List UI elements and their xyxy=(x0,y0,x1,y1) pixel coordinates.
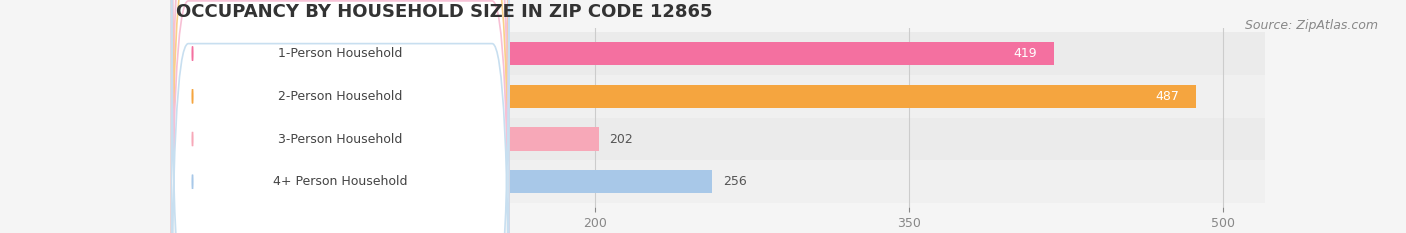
Bar xyxy=(176,42,1053,65)
Bar xyxy=(176,127,599,151)
Text: 202: 202 xyxy=(610,133,633,146)
Text: 487: 487 xyxy=(1156,90,1180,103)
Text: Source: ZipAtlas.com: Source: ZipAtlas.com xyxy=(1244,19,1378,32)
Text: 3-Person Household: 3-Person Household xyxy=(278,133,402,146)
FancyBboxPatch shape xyxy=(172,0,509,233)
Bar xyxy=(176,170,713,193)
Text: 2-Person Household: 2-Person Household xyxy=(278,90,402,103)
Bar xyxy=(176,160,1265,203)
FancyBboxPatch shape xyxy=(172,0,509,233)
Bar xyxy=(176,85,1197,108)
Bar xyxy=(176,32,1265,75)
Text: 1-Person Household: 1-Person Household xyxy=(278,47,402,60)
Text: 419: 419 xyxy=(1014,47,1038,60)
FancyBboxPatch shape xyxy=(172,0,509,233)
FancyBboxPatch shape xyxy=(172,0,509,233)
Bar xyxy=(176,75,1265,118)
Bar xyxy=(176,118,1265,160)
Text: OCCUPANCY BY HOUSEHOLD SIZE IN ZIP CODE 12865: OCCUPANCY BY HOUSEHOLD SIZE IN ZIP CODE … xyxy=(176,3,713,21)
Text: 4+ Person Household: 4+ Person Household xyxy=(273,175,408,188)
Text: 256: 256 xyxy=(723,175,747,188)
